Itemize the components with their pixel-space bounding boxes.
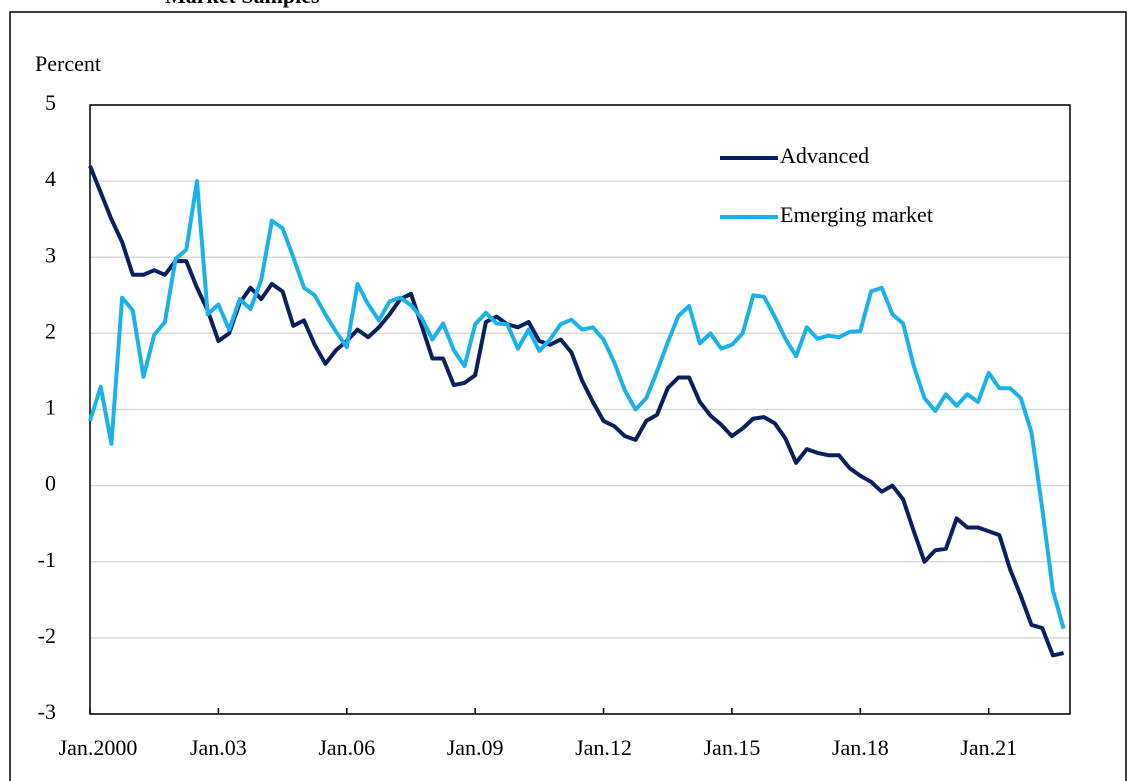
- y-tick-label: 0: [45, 471, 56, 496]
- x-tick-label: Jan.06: [318, 735, 375, 760]
- y-tick-label: 2: [45, 318, 56, 343]
- x-tick-label: Jan.21: [960, 735, 1017, 760]
- chart-title: Market Samples: [165, 0, 320, 8]
- y-tick-label: 4: [45, 166, 56, 191]
- x-tick-label: Jan.12: [575, 735, 632, 760]
- y-tick-label: -3: [38, 699, 56, 724]
- series-line: [88, 179, 1066, 630]
- x-tick-label: Jan.15: [704, 735, 761, 760]
- y-tick-label: 3: [45, 242, 56, 267]
- x-tick-label: Jan.03: [190, 735, 247, 760]
- x-tick-label: Jan.18: [832, 735, 889, 760]
- x-tick-label: Jan.09: [447, 735, 504, 760]
- legend-label: Advanced: [780, 143, 869, 168]
- y-axis-label: Percent: [35, 51, 101, 76]
- series-line: [88, 165, 1065, 658]
- y-tick-label: 5: [45, 90, 56, 115]
- legend-label: Emerging market: [780, 202, 933, 227]
- y-tick-label: 1: [45, 395, 56, 420]
- x-tick-label: Jan.2000: [59, 735, 138, 760]
- plot-border: [89, 104, 1071, 715]
- y-tick-label: -2: [38, 623, 56, 648]
- y-tick-label: -1: [38, 547, 56, 572]
- frame: [9, 11, 1127, 781]
